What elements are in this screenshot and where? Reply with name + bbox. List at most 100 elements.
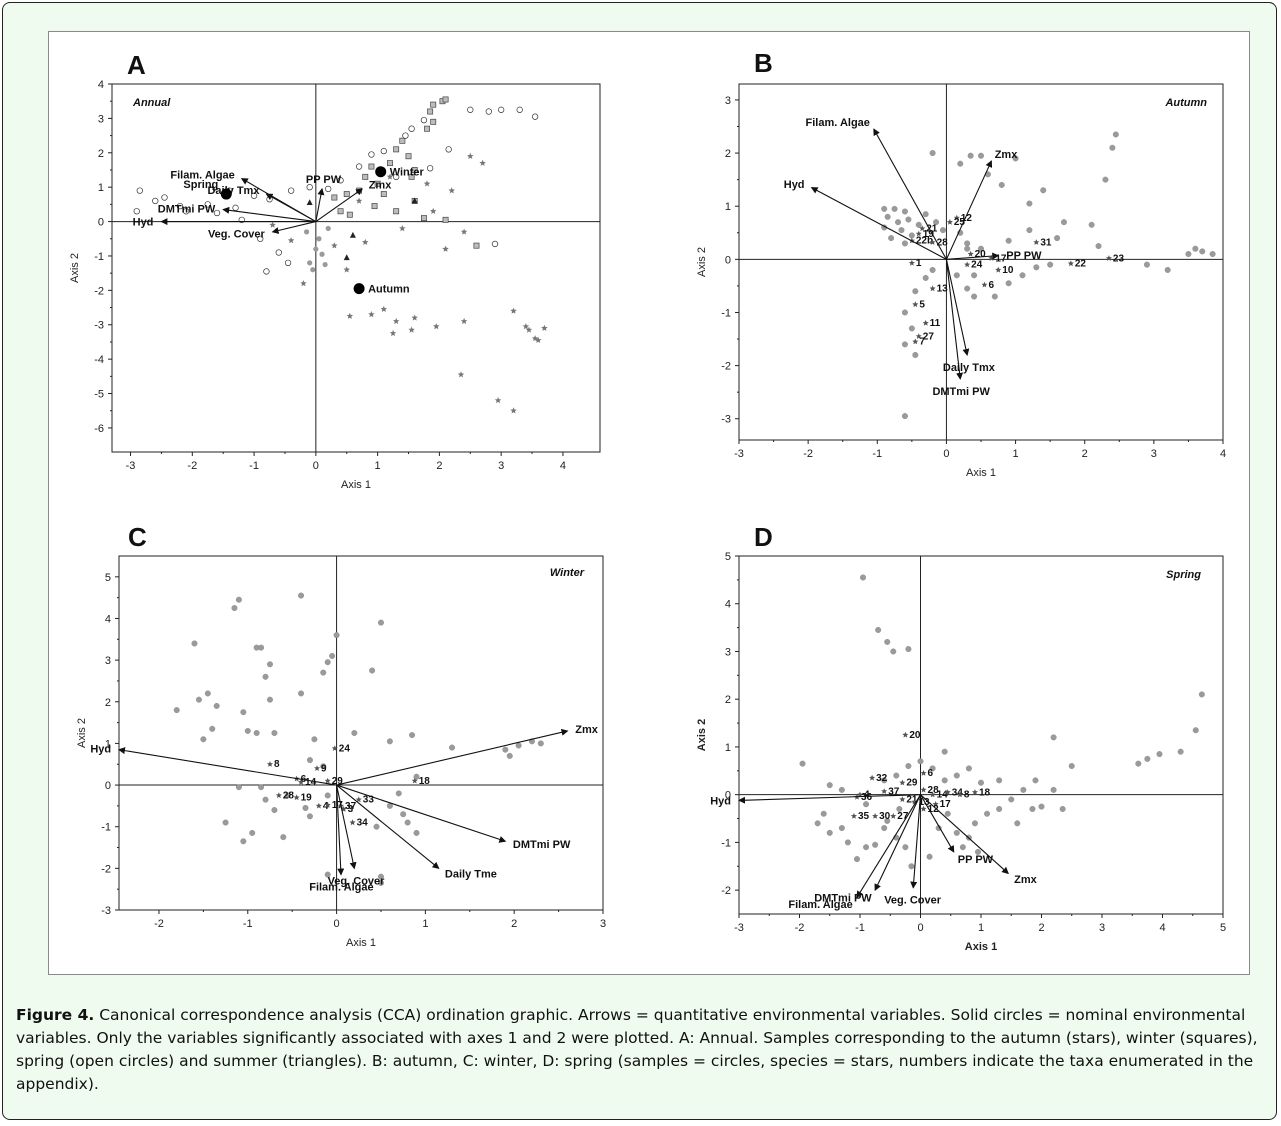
sample-point xyxy=(1164,266,1171,273)
sample-point xyxy=(875,626,882,633)
taxon-star xyxy=(293,794,300,801)
sample-point xyxy=(908,863,915,870)
sample-point xyxy=(266,661,273,668)
sample-point xyxy=(373,823,380,830)
autumn-sample-star xyxy=(380,305,387,312)
sample-point xyxy=(303,229,310,235)
y-tick-label: -4 xyxy=(94,354,104,366)
y-tick-label: -3 xyxy=(101,905,111,917)
env-vector-label: PP PW xyxy=(958,854,994,866)
spring-sample-circle xyxy=(325,185,332,193)
y-tick-label: 5 xyxy=(725,551,731,563)
sample-point xyxy=(324,792,331,799)
sample-point xyxy=(262,673,269,680)
taxon-star xyxy=(331,745,338,751)
taxon-label: 3 xyxy=(348,804,354,815)
sample-point xyxy=(253,730,260,737)
taxon-star xyxy=(340,806,347,812)
sample-point xyxy=(957,160,964,167)
autumn-sample-star xyxy=(535,336,542,343)
taxon-label: 4 xyxy=(864,790,870,801)
sample-point xyxy=(1088,221,1095,228)
spring-sample-circle xyxy=(516,106,523,113)
env-vector-arrow xyxy=(920,794,955,853)
sample-point xyxy=(838,786,845,793)
sample-point xyxy=(240,838,247,845)
taxon-label: 12 xyxy=(928,804,940,815)
x-tick-label: 1 xyxy=(422,918,428,930)
sample-point xyxy=(971,820,978,827)
season-label: Autumn xyxy=(1164,97,1207,109)
winter-sample-square xyxy=(393,146,400,153)
sample-point xyxy=(922,274,929,281)
sample-point xyxy=(881,777,888,784)
x-tick-label: 1 xyxy=(375,460,381,472)
spring-sample-circle xyxy=(355,163,363,170)
env-vector-label: DMTmi PW xyxy=(158,204,216,216)
taxon-label: 31 xyxy=(1040,237,1052,248)
taxon-star xyxy=(912,338,919,345)
sample-point xyxy=(953,272,960,279)
spring-sample-circle xyxy=(467,106,474,113)
sample-point xyxy=(1054,235,1061,242)
sample-point xyxy=(506,752,513,759)
taxon-star xyxy=(899,779,906,786)
panel-a: -3 -2 -1 0 1 2 3 4 -6 -5 -4 -3 -2 -1 0 1 2 3 4 Axis 1 Axis 2… xyxy=(69,50,601,491)
sample-point xyxy=(1020,786,1027,793)
sample-point xyxy=(929,150,936,157)
autumn-sample-star xyxy=(408,326,415,333)
x-tick-label: -3 xyxy=(734,448,744,460)
autumn-sample-star xyxy=(355,197,363,204)
sample-point xyxy=(799,760,806,767)
panel-letter: D xyxy=(754,522,773,552)
autumn-sample-star xyxy=(269,221,276,228)
sample-point xyxy=(1005,237,1012,244)
sample-point xyxy=(316,236,322,242)
sample-point xyxy=(404,819,411,826)
y-tick-label: 1 xyxy=(98,182,104,194)
sample-point xyxy=(1192,245,1199,252)
env-vector-label: Zmx xyxy=(995,149,1019,161)
x-tick-label: 3 xyxy=(1099,922,1105,934)
env-vector-arrow xyxy=(910,794,922,889)
winter-sample-square xyxy=(343,191,350,198)
sample-point xyxy=(195,696,202,703)
winter-sample-square xyxy=(371,203,378,210)
autumn-sample-star xyxy=(331,242,338,249)
sample-point xyxy=(1026,227,1033,234)
x-tick-label: -2 xyxy=(154,918,164,930)
taxon-label: 24 xyxy=(339,743,351,754)
taxon-star xyxy=(995,266,1002,273)
taxon-star xyxy=(929,791,936,798)
x-tick-label: -2 xyxy=(187,460,197,472)
sample-point xyxy=(974,848,981,855)
nominal-variable-label: Autumn xyxy=(368,284,410,296)
sample-point xyxy=(1060,219,1067,226)
sample-point xyxy=(953,772,960,779)
sample-point xyxy=(502,746,509,753)
sample-point xyxy=(860,574,867,581)
taxon-label: 28 xyxy=(928,785,940,796)
y-tick-label: 2 xyxy=(725,148,731,160)
x-tick-label: 5 xyxy=(1220,922,1226,934)
spring-sample-circle xyxy=(275,249,282,256)
sample-point xyxy=(941,777,948,784)
x-tick-label: 2 xyxy=(1082,448,1088,460)
sample-point xyxy=(413,829,420,836)
sample-point xyxy=(258,644,265,651)
sample-point xyxy=(901,341,908,348)
sample-point xyxy=(901,240,908,247)
y-tick-label: -5 xyxy=(94,389,104,401)
winter-sample-square xyxy=(427,108,434,115)
taxon-label: 37 xyxy=(345,801,357,812)
sample-point xyxy=(933,219,940,226)
sample-point xyxy=(313,246,319,252)
taxon-label: 29 xyxy=(332,776,344,787)
sample-point xyxy=(896,805,903,812)
env-vector-arrow xyxy=(336,728,569,786)
env-vector-label: Zmx xyxy=(369,179,393,191)
spring-sample-circle xyxy=(133,208,140,215)
sample-point xyxy=(901,309,908,316)
taxon-label: 14 xyxy=(305,777,317,788)
